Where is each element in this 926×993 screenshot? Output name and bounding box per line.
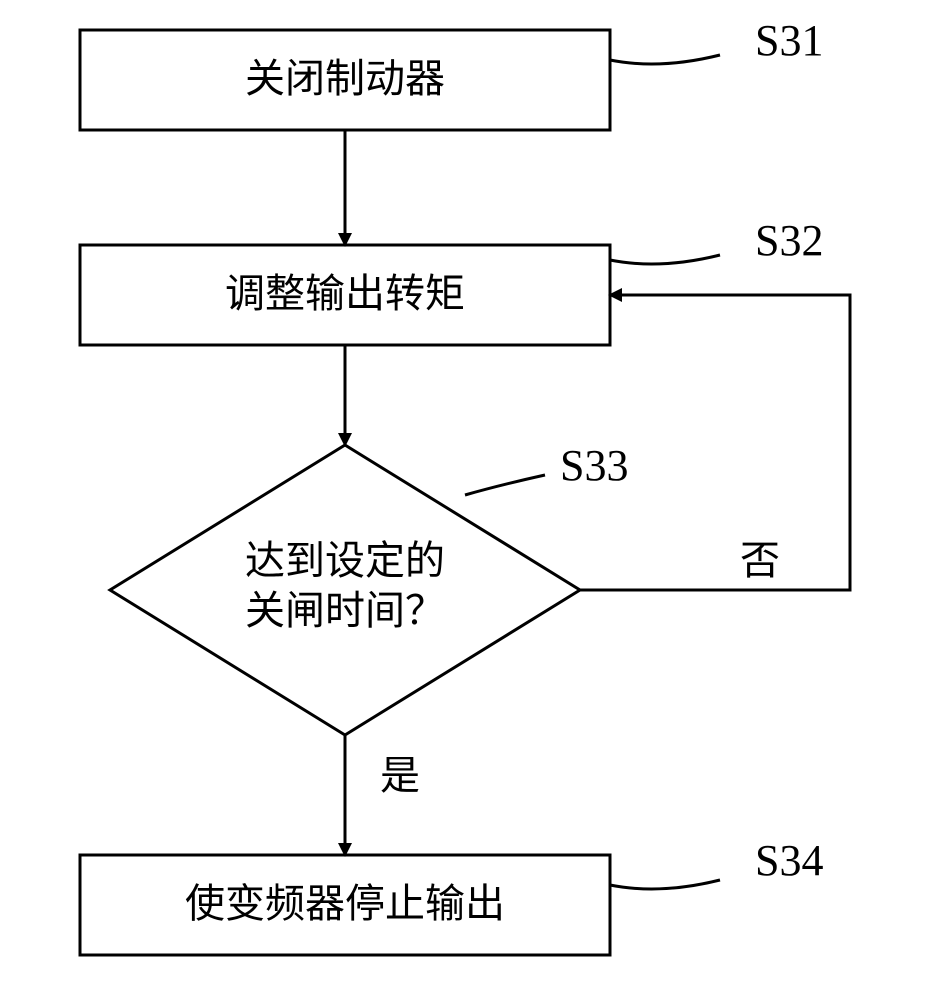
callout-s31: S31 [610,16,823,65]
edge-yes-label: 是 [380,753,420,798]
node-s32-text: 调整输出转矩 [225,271,465,316]
callout-s34: S34 [610,836,823,889]
node-s33: 达到设定的 关闸时间？ [110,445,580,735]
node-s34: 使变频器停止输出 [80,855,610,955]
node-s34-text: 使变频器停止输出 [185,881,505,926]
flowchart-canvas: 关闭制动器 S31 调整输出转矩 S32 达到设定的 关闸时间？ S33 是 否… [0,0,926,993]
label-s34: S34 [755,836,823,885]
label-s33: S33 [560,441,628,490]
callout-s32: S32 [610,216,823,265]
node-s33-text1: 达到设定的 [245,538,445,583]
node-s31-text: 关闭制动器 [245,56,445,101]
callout-s33: S33 [465,441,628,495]
label-s31: S31 [755,16,823,65]
label-s32: S32 [755,216,823,265]
node-s31: 关闭制动器 [80,30,610,130]
node-s33-text2: 关闸时间？ [245,588,445,633]
edge-no-label: 否 [740,538,780,583]
node-s32: 调整输出转矩 [80,245,610,345]
